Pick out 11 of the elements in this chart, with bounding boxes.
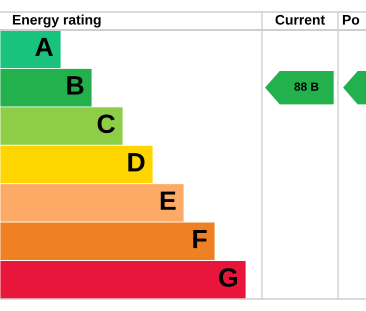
y-tick-label: C	[98, 114, 115, 134]
y-tick-label: D	[128, 153, 145, 172]
y-tick-label: E	[160, 192, 176, 210]
y-tick-label: B	[67, 76, 84, 94]
y-tick-label: F	[193, 230, 207, 248]
text: Po	[342, 15, 360, 25]
chart-title: Energy rating	[12, 14, 101, 28]
text: Current	[275, 14, 325, 25]
y-tick-label: G	[219, 268, 237, 287]
y-tick-label: A	[35, 38, 53, 56]
text: 88 B	[294, 82, 318, 91]
